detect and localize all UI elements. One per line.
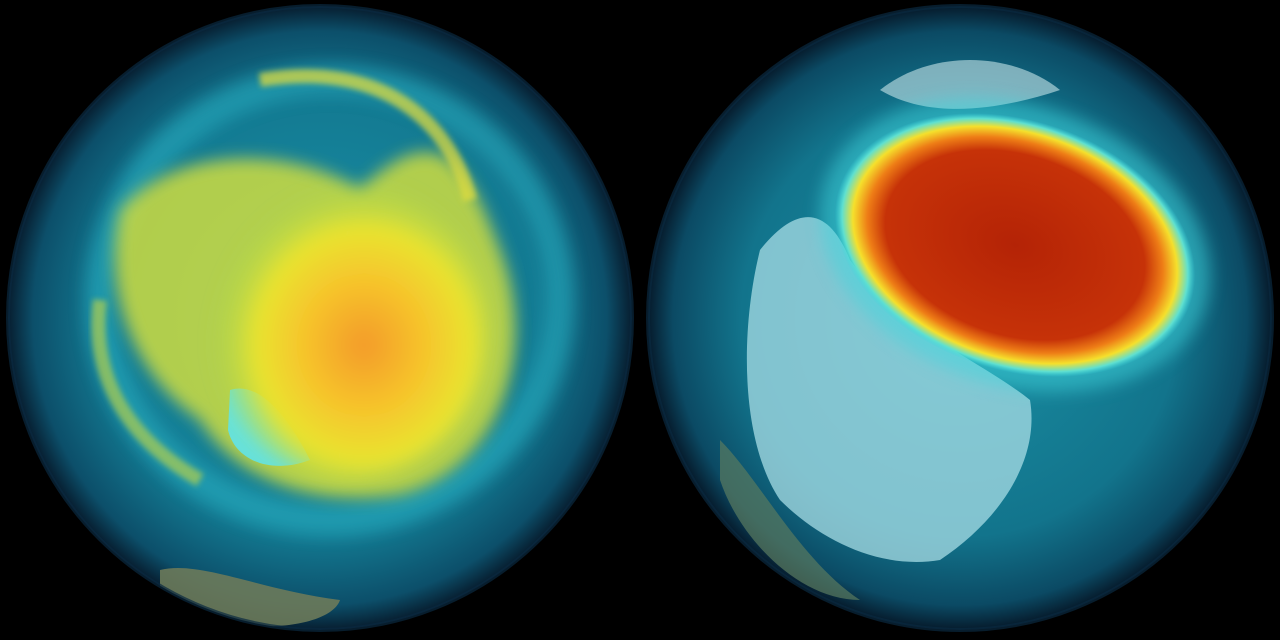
globe-northern — [648, 6, 1272, 630]
north-america-landmass — [746, 217, 1032, 562]
globe-southern — [8, 6, 632, 630]
ozone-hole-region — [834, 113, 1196, 377]
